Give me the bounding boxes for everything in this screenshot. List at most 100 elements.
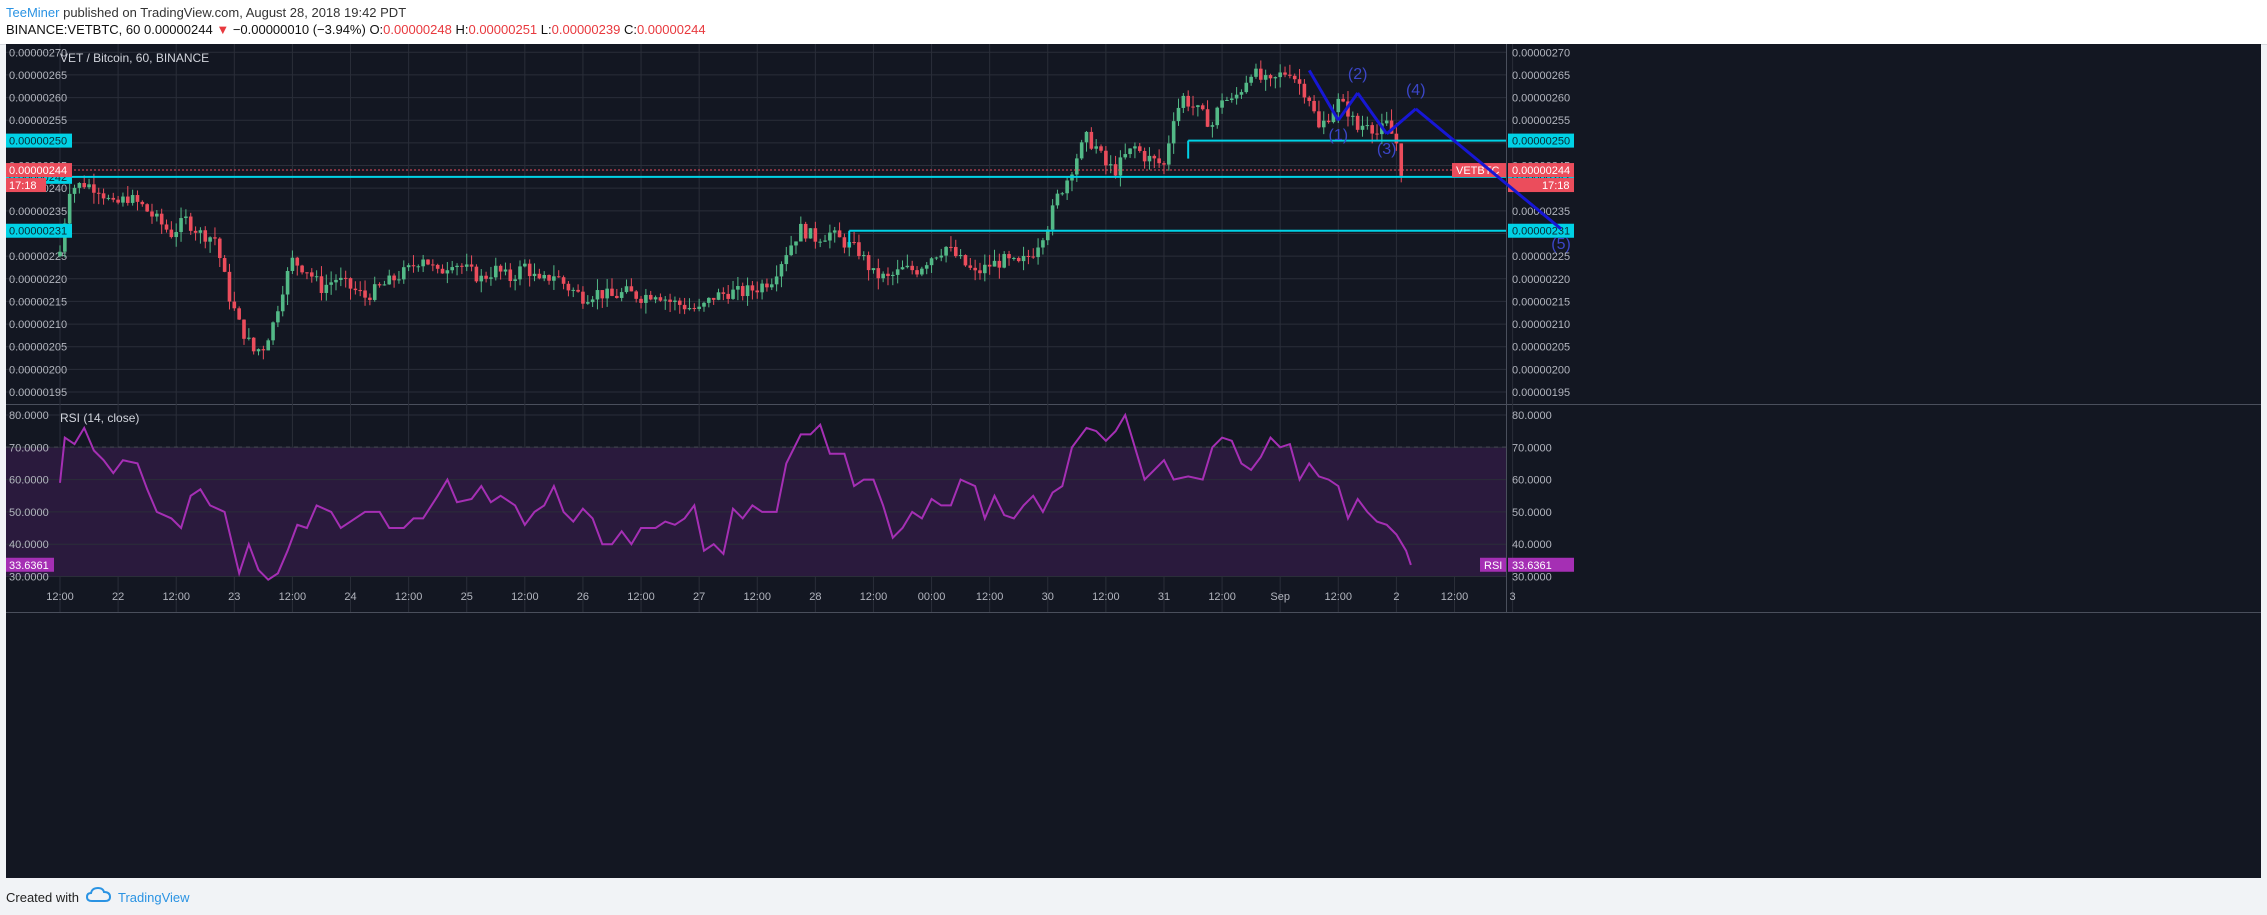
candle-body bbox=[208, 237, 212, 242]
candle-body bbox=[334, 279, 338, 283]
candle-body bbox=[1307, 97, 1312, 101]
chart-area[interactable]: 12:00 22 12:00 23 12:00 24 12:00 25 12:00 26 12:00… bbox=[6, 44, 2261, 878]
candle-body bbox=[813, 228, 818, 242]
x-tick-label: 31 bbox=[1158, 591, 1170, 603]
candle-body bbox=[1157, 158, 1161, 164]
last-price: 0.00000244 bbox=[144, 22, 213, 37]
candle-body bbox=[958, 255, 963, 257]
candle-body bbox=[1317, 111, 1321, 128]
candle-body bbox=[1133, 146, 1137, 149]
candle-body bbox=[590, 299, 595, 303]
candle-body bbox=[130, 195, 135, 203]
candle-body bbox=[222, 258, 227, 272]
candle-body bbox=[217, 238, 222, 259]
candle-body bbox=[968, 265, 973, 268]
low-value: 0.00000239 bbox=[551, 22, 621, 37]
candle-body bbox=[1259, 68, 1263, 80]
x-tick-label: 12:00 bbox=[162, 591, 190, 603]
candle-body bbox=[82, 183, 87, 188]
candle-body bbox=[629, 286, 634, 292]
candle-body bbox=[1394, 133, 1399, 144]
chart-title: VET / Bitcoin, 60, BINANCE bbox=[60, 51, 209, 65]
candle-body bbox=[464, 264, 469, 267]
candle-body bbox=[431, 264, 435, 266]
candle-body bbox=[818, 241, 822, 243]
x-tick-label: 12:00 bbox=[279, 591, 307, 603]
candle-body bbox=[96, 192, 101, 194]
rsi-tick-label-right: 40.0000 bbox=[1512, 539, 1552, 551]
candle-body bbox=[416, 266, 421, 268]
candle-body bbox=[808, 228, 813, 239]
candle-body bbox=[1234, 94, 1239, 99]
candle-body bbox=[571, 289, 576, 291]
candle-body bbox=[213, 237, 217, 239]
candle-body bbox=[1239, 92, 1244, 95]
candle-body bbox=[1215, 107, 1220, 126]
candle-body bbox=[784, 255, 789, 265]
x-tick-label: 12:00 bbox=[627, 591, 655, 603]
candle-body bbox=[1099, 146, 1103, 151]
tradingview-link[interactable]: TradingView bbox=[118, 890, 190, 905]
wave-segment bbox=[1307, 69, 1340, 121]
candle-body bbox=[387, 275, 392, 285]
candle-body bbox=[329, 282, 333, 285]
candle-body bbox=[852, 242, 856, 244]
candle-body bbox=[605, 288, 609, 299]
candle-body bbox=[1060, 193, 1065, 195]
candle-body bbox=[639, 298, 643, 303]
candle-body bbox=[905, 265, 910, 268]
candle-body bbox=[1331, 112, 1336, 123]
candle-body bbox=[155, 213, 159, 217]
candle-body bbox=[1399, 143, 1404, 176]
candle-body bbox=[1104, 150, 1108, 166]
candle-body bbox=[251, 337, 256, 352]
candle-body bbox=[581, 291, 585, 304]
x-tick-label: 27 bbox=[693, 591, 705, 603]
candle-body bbox=[445, 270, 450, 274]
level-price-text-left: 0.00000250 bbox=[9, 136, 67, 148]
candle-body bbox=[1200, 105, 1205, 110]
y-tick-label-right: 0.00000270 bbox=[1512, 47, 1570, 59]
candle-body bbox=[1186, 95, 1190, 107]
candle-body bbox=[1355, 115, 1360, 130]
candle-body bbox=[498, 265, 503, 272]
candle-body bbox=[363, 290, 367, 298]
candle-body bbox=[1341, 98, 1345, 102]
candle-body bbox=[266, 340, 271, 351]
candle-body bbox=[285, 270, 290, 295]
candle-body bbox=[765, 283, 769, 288]
candle-body bbox=[731, 289, 735, 299]
candle-body bbox=[861, 255, 866, 257]
close-value: 0.00000244 bbox=[636, 22, 706, 37]
y-tick-label-left: 0.00000200 bbox=[9, 364, 67, 376]
last-price-tag bbox=[1508, 163, 1574, 178]
candle-body bbox=[1210, 125, 1215, 127]
rsi-tick-label-left: 30.0000 bbox=[9, 572, 49, 584]
ohlc-line: BINANCE:VETBTC, 60 0.00000244 ▼ −0.00000… bbox=[6, 22, 706, 37]
candle-body bbox=[997, 260, 1002, 268]
high-label: H: bbox=[455, 22, 469, 37]
candle-body bbox=[881, 273, 885, 279]
candle-body bbox=[368, 297, 372, 300]
candle-body bbox=[760, 283, 764, 293]
candle-body bbox=[624, 286, 629, 293]
candle-body bbox=[600, 290, 605, 299]
candle-body bbox=[1118, 157, 1123, 176]
countdown-tag bbox=[1508, 178, 1574, 193]
rsi-value-text-left: 33.6361 bbox=[9, 560, 49, 572]
candle-body bbox=[111, 197, 116, 200]
x-tick-label: 12:00 bbox=[46, 591, 74, 603]
author-link[interactable]: TeeMiner bbox=[6, 5, 60, 20]
candle-body bbox=[910, 265, 914, 271]
candle-body bbox=[561, 277, 566, 284]
candle-body bbox=[1075, 158, 1079, 175]
candle-body bbox=[1263, 75, 1268, 80]
candle-body bbox=[1370, 125, 1374, 134]
candle-body bbox=[876, 268, 881, 279]
y-tick-label-right: 0.00000220 bbox=[1512, 274, 1570, 286]
x-tick-label: 12:00 bbox=[395, 591, 423, 603]
candle-body bbox=[1375, 133, 1379, 135]
candle-body bbox=[915, 270, 919, 275]
candle-body bbox=[1123, 154, 1128, 158]
candle-body bbox=[392, 275, 396, 281]
